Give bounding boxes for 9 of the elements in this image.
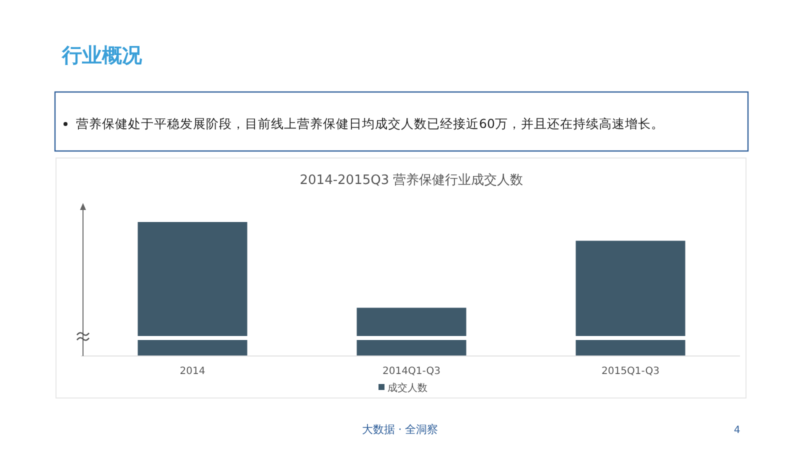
text: 营养保健处于平稳发展阶段，目前线上营养保健日均成交人数已经接近60万，并且还在持续高速增长。 — [76, 116, 664, 131]
x-tick-label: 2015Q1-Q3 — [602, 366, 660, 377]
text: 4 — [734, 425, 740, 436]
legend-label: 成交人数 — [388, 382, 428, 394]
x-tick-label: 2014 — [180, 366, 206, 377]
text: 大数据 · 全洞察 — [362, 423, 438, 436]
chart-title: 2014-2015Q3 营养保健行业成交人数 — [300, 172, 524, 188]
text: 行业概况 — [61, 43, 143, 67]
x-tick-label: 2014Q1-Q3 — [382, 366, 440, 377]
